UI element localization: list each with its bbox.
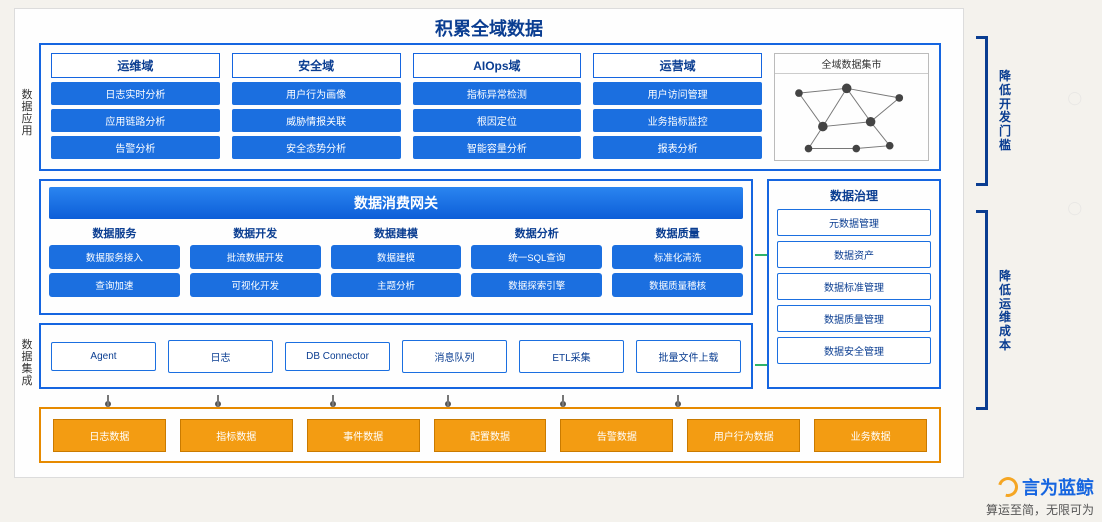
pill: 数据质量稽核 [612,273,743,297]
col-header: 数据开发 [190,225,321,241]
gov-item: 数据标准管理 [777,273,931,300]
logo-text: 言为蓝鲸 [1022,474,1094,500]
col-header: 数据质量 [612,225,743,241]
col-header: 安全域 [232,53,401,78]
col-dev: 数据开发 批流数据开发 可视化开发 [190,225,321,297]
intg-item: DB Connector [285,342,390,371]
src-item: 指标数据 [180,419,293,452]
col-header: 运营域 [593,53,762,78]
pill: 业务指标监控 [593,109,762,132]
section-data-platform: 数据消费网关 数据服务 数据服务接入 查询加速 数据开发 批流数据开发 可视化开… [39,179,753,315]
section-data-app: 运维域 日志实时分析 应用链路分析 告警分析 安全域 用户行为画像 威胁情报关联… [39,43,941,171]
src-item: 事件数据 [307,419,420,452]
pill: 数据服务接入 [49,245,180,269]
src-item: 告警数据 [560,419,673,452]
bracket-bottom-icon [976,210,988,410]
pill: 查询加速 [49,273,180,297]
col-analysis: 数据分析 统一SQL查询 数据探索引擎 [471,225,602,297]
intg-item: 日志 [168,340,273,373]
pill: 报表分析 [593,136,762,159]
logo-ring-icon [994,473,1021,500]
pill: 用户行为画像 [232,82,401,105]
governance-column: 数据治理 元数据管理 数据资产 数据标准管理 数据质量管理 数据安全管理 [767,179,941,389]
col-aiops: AIOps域 指标异常检测 根因定位 智能容量分析 [413,53,582,161]
bracket-top-icon [976,36,988,186]
gov-title: 数据治理 [777,187,931,204]
gov-item: 数据安全管理 [777,337,931,364]
gov-item: 数据质量管理 [777,305,931,332]
gov-item: 元数据管理 [777,209,931,236]
col-header: 运维域 [51,53,220,78]
intg-item: ETL采集 [519,340,624,373]
network-graph-box: 全域数据集市 [774,53,929,161]
intg-item: 批量文件上载 [636,340,741,373]
src-item: 配置数据 [434,419,547,452]
section3-side-label: 数据集成 [19,339,35,387]
connector-row [75,395,735,407]
bracket-top-label: 降低开发门槛 [996,70,1014,153]
col-header: AIOps域 [413,53,582,78]
dash-connector-icon [755,364,767,366]
src-item: 日志数据 [53,419,166,452]
pill: 应用链路分析 [51,109,220,132]
pill: 指标异常检测 [413,82,582,105]
netbox-title: 全域数据集市 [775,54,928,74]
col-header: 数据分析 [471,225,602,241]
gateway-bar: 数据消费网关 [49,187,743,219]
section1-side-label: 数据应用 [19,89,35,137]
watermark-icon: ◯ [1067,200,1082,216]
diagram-title: 积累全域数据 [15,15,963,41]
src-item: 用户行为数据 [687,419,800,452]
pill: 安全态势分析 [232,136,401,159]
pill: 用户访问管理 [593,82,762,105]
watermark-icon: ◯ [1067,90,1082,106]
section-data-integration: Agent 日志 DB Connector 消息队列 ETL采集 批量文件上载 [39,323,753,389]
pill: 主题分析 [331,273,462,297]
col-operation: 运营域 用户访问管理 业务指标监控 报表分析 [593,53,762,161]
col-model: 数据建模 数据建模 主题分析 [331,225,462,297]
gov-item: 数据资产 [777,241,931,268]
pill: 标准化清洗 [612,245,743,269]
intg-item: 消息队列 [402,340,507,373]
src-item: 业务数据 [814,419,927,452]
platform-columns: 数据服务 数据服务接入 查询加速 数据开发 批流数据开发 可视化开发 数据建模 … [49,225,743,297]
intg-item: Agent [51,342,156,371]
architecture-diagram: 积累全域数据 数据应用 数据集成 运维域 日志实时分析 应用链路分析 告警分析 … [14,8,964,478]
pill: 可视化开发 [190,273,321,297]
pill: 统一SQL查询 [471,245,602,269]
brand-logo: 言为蓝鲸 [998,474,1094,500]
dash-connector-icon [755,254,767,256]
pill: 数据建模 [331,245,462,269]
col-ops: 运维域 日志实时分析 应用链路分析 告警分析 [51,53,220,161]
col-header: 数据建模 [331,225,462,241]
col-quality: 数据质量 标准化清洗 数据质量稽核 [612,225,743,297]
pill: 告警分析 [51,136,220,159]
data-sources-row: 日志数据 指标数据 事件数据 配置数据 告警数据 用户行为数据 业务数据 [39,407,941,463]
pill: 威胁情报关联 [232,109,401,132]
logo-tagline: 算运至简，无限可为 [986,501,1094,518]
pill: 批流数据开发 [190,245,321,269]
pill: 数据探索引擎 [471,273,602,297]
col-service: 数据服务 数据服务接入 查询加速 [49,225,180,297]
col-header: 数据服务 [49,225,180,241]
pill: 根因定位 [413,109,582,132]
bracket-bottom-label: 降低运维成本 [996,270,1014,353]
pill: 智能容量分析 [413,136,582,159]
pill: 日志实时分析 [51,82,220,105]
network-icon [775,74,928,160]
col-security: 安全域 用户行为画像 威胁情报关联 安全态势分析 [232,53,401,161]
